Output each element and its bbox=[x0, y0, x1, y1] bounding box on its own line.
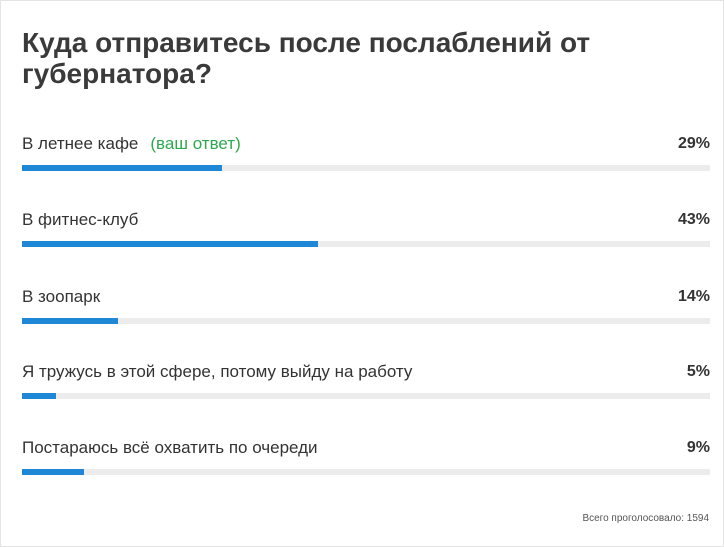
option-label: В фитнес-клуб bbox=[22, 210, 139, 229]
option-bar-fill bbox=[22, 241, 318, 247]
poll-option[interactable]: В летнее кафе (ваш ответ) 29% bbox=[22, 134, 710, 180]
option-bar-track bbox=[22, 241, 710, 247]
option-percent: 43% bbox=[677, 211, 710, 228]
option-bar-fill bbox=[22, 393, 57, 399]
option-bar-fill bbox=[22, 318, 119, 324]
option-bar-fill bbox=[22, 165, 222, 171]
option-percent: 5% bbox=[686, 363, 710, 380]
option-bar-track bbox=[22, 469, 710, 475]
your-answer-badge: (ваш ответ) bbox=[150, 134, 241, 153]
option-bar-track bbox=[22, 318, 710, 324]
option-bar-fill bbox=[22, 469, 84, 475]
option-percent: 29% bbox=[677, 135, 710, 152]
poll-option[interactable]: В зоопарк 14% bbox=[22, 287, 710, 333]
option-percent: 9% bbox=[686, 439, 710, 456]
poll-option[interactable]: Постараюсь всё охватить по очереди 9% bbox=[22, 438, 710, 484]
option-label: В зоопарк bbox=[22, 287, 101, 306]
option-percent: 14% bbox=[677, 288, 710, 305]
option-bar-track bbox=[22, 393, 710, 399]
poll-option[interactable]: В фитнес-клуб 43% bbox=[22, 210, 710, 256]
poll-option[interactable]: Я тружусь в этой сфере, потому выйду на … bbox=[22, 362, 710, 408]
option-label: В летнее кафе bbox=[22, 134, 139, 153]
option-label: Я тружусь в этой сфере, потому выйду на … bbox=[22, 362, 413, 381]
total-votes: Всего проголосовало: 1594 bbox=[582, 513, 709, 524]
poll-title: Куда отправитесь после послаблений от гу… bbox=[22, 27, 591, 89]
option-label-row: В летнее кафе (ваш ответ) bbox=[22, 134, 241, 154]
option-label: Постараюсь всё охватить по очереди bbox=[22, 438, 318, 457]
option-bar-track bbox=[22, 165, 710, 171]
